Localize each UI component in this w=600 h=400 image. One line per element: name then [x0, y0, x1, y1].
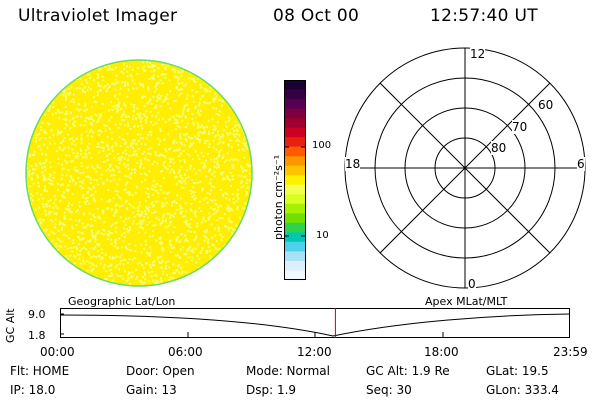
info-gc-alt: GC Alt: 1.9 Re: [366, 364, 450, 378]
auroral-image: [25, 59, 253, 287]
info-seq: Seq: 30: [366, 383, 412, 397]
apex-caption: Apex MLat/MLT: [425, 295, 508, 308]
mlt-label-0: 0: [468, 277, 476, 291]
info-mode: Mode: Normal: [246, 364, 330, 378]
info-glon: GLon: 333.4: [486, 383, 559, 397]
info-glat: GLat: 19.5: [486, 364, 549, 378]
mlt-label-18: 18: [345, 157, 361, 171]
colorbar: [284, 80, 306, 281]
time-tick-2359: 23:59: [553, 345, 588, 359]
info-ip: IP: 18.0: [10, 383, 56, 397]
y-tick-9: 9.0: [28, 308, 46, 321]
lat-label-80: 80: [491, 141, 507, 155]
geographic-caption: Geographic Lat/Lon: [68, 295, 176, 308]
info-dsp: Dsp: 1.9: [246, 383, 297, 397]
mlt-label-12: 12: [470, 47, 486, 61]
colorbar-unit-label: photon cm⁻²s⁻¹: [272, 154, 285, 240]
time-tick-1800: 18:00: [424, 345, 459, 359]
info-door: Door: Open: [126, 364, 195, 378]
mlt-label-6: 6: [577, 157, 585, 171]
y-tick-1-8: 1.8: [28, 329, 46, 342]
instrument-title: Ultraviolet Imager: [18, 6, 178, 26]
altitude-timeline: [59, 308, 571, 338]
gc-alt-axis-label: GC Alt: [4, 308, 17, 343]
time-tick-0600: 06:00: [168, 345, 203, 359]
info-flight-mode: Flt: HOME: [10, 364, 70, 378]
info-gain: Gain: 13: [126, 383, 177, 397]
observation-time: 12:57:40 UT: [430, 6, 538, 26]
polar-grid: [344, 47, 586, 289]
colorbar-tick-100: 100: [312, 140, 332, 151]
time-tick-0000: 00:00: [40, 345, 75, 359]
lat-label-60: 60: [538, 98, 554, 112]
observation-date: 08 Oct 00: [273, 6, 360, 26]
colorbar-tick-10: 10: [316, 230, 329, 241]
time-tick-1200: 12:00: [297, 345, 332, 359]
lat-label-70: 70: [512, 120, 528, 134]
